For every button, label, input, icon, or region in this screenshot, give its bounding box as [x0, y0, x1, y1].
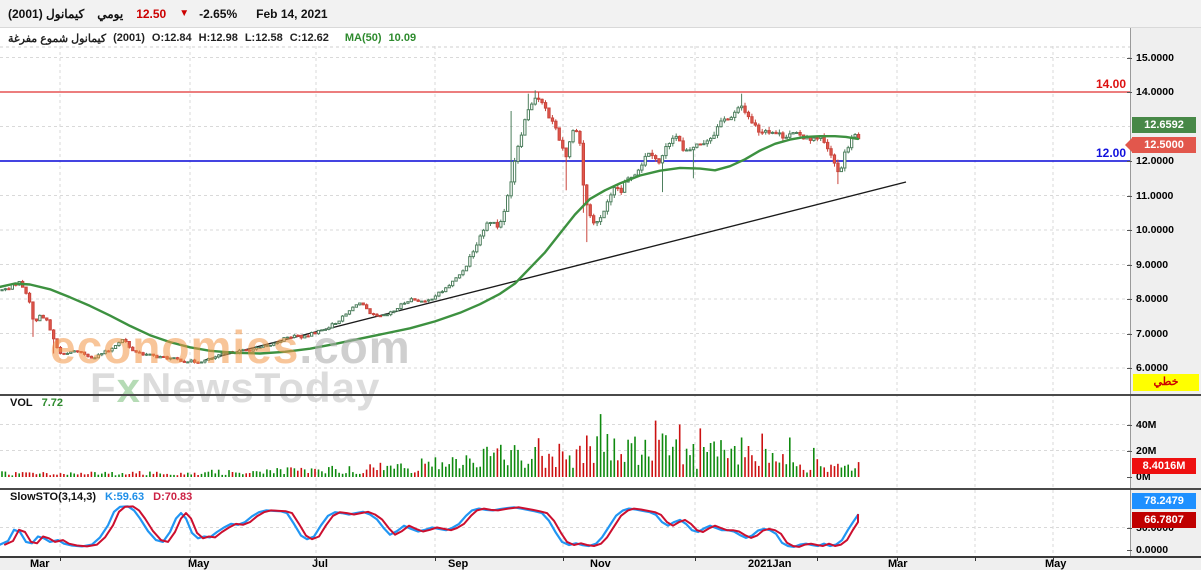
time-axis-month-label: May: [1045, 558, 1067, 570]
price-axis-tick: 9.0000: [1136, 258, 1169, 271]
sto-axis-tickmark: [1127, 550, 1132, 551]
price-volume-separator[interactable]: [0, 394, 1201, 396]
last-price: 12.50: [136, 6, 167, 21]
price-axis-tickmark: [1127, 299, 1132, 300]
price-axis-tickmark: [1127, 230, 1132, 231]
time-axis-tickmark: [817, 557, 818, 561]
time-axis-month-label: Mar: [30, 558, 50, 570]
time-axis-month-label: Mar: [888, 558, 908, 570]
volume-axis-tickmark: [1127, 450, 1132, 452]
price-axis-tick: 11.0000: [1136, 189, 1174, 202]
price-axis-tickmark: [1127, 368, 1132, 369]
sto-k-badge: 78.2479: [1132, 493, 1196, 509]
volume-axis-tickmark: [1127, 476, 1132, 478]
price-axis-tickmark: [1127, 333, 1132, 335]
current-price-badge: 12.5000: [1125, 137, 1196, 153]
quote-date: Feb 14, 2021: [256, 6, 328, 21]
sto-d-badge: 66.7807: [1132, 512, 1196, 528]
time-axis-tickmark: [316, 557, 317, 561]
volume-value: 7.72: [41, 397, 64, 409]
ma-price-badge: 12.6592: [1132, 117, 1196, 133]
price-axis-tickmark: [1127, 92, 1132, 93]
time-axis-tickmark: [975, 557, 976, 561]
time-axis-month-label: May: [188, 558, 210, 570]
sto-axis-tickmark: [1127, 527, 1132, 529]
sto-label: SlowSTO(3,14,3): [10, 491, 96, 503]
time-axis-tickmark: [695, 557, 696, 561]
sto-panel-header: SlowSTO(3,14,3) K:59.63 D:70.83: [10, 491, 201, 503]
volume-axis-tickmark: [1127, 424, 1132, 426]
time-axis-tickmark: [897, 557, 898, 561]
time-axis[interactable]: [0, 556, 1201, 570]
sto-axis-tick: 0.0000: [1136, 544, 1169, 556]
time-axis-month-label: Nov: [590, 558, 611, 570]
price-axis-tick: 10.0000: [1136, 224, 1174, 236]
price-change-percent: -2.65%: [199, 6, 238, 21]
price-axis-tick: 7.0000: [1136, 327, 1169, 340]
sto-k-value: K:59.63: [105, 491, 145, 503]
volume-badge: 8.4016M: [1132, 458, 1196, 474]
time-axis-month-label: Sep: [448, 558, 469, 570]
time-axis-tickmark: [190, 557, 191, 561]
resistance-level-label: 14.00: [1095, 77, 1126, 91]
time-axis-tickmark: [435, 557, 436, 561]
price-chart-canvas[interactable]: [0, 0, 1130, 570]
ma-value: 10.09: [388, 32, 417, 44]
time-axis-month-label: 2021Jan: [748, 558, 792, 570]
time-axis-tickmark: [60, 557, 61, 561]
ohlc-info-row: كيمانول شموع مفرغة (2001) O:12.84 H:12.9…: [8, 31, 423, 45]
time-axis-tickmark: [563, 557, 564, 561]
timeframe-selector[interactable]: يومي: [97, 6, 124, 21]
price-axis-tick: 8.0000: [1136, 293, 1169, 305]
volume-label: VOL: [10, 397, 33, 409]
price-axis-tick: 12.0000: [1136, 155, 1174, 167]
price-axis-tickmark: [1127, 161, 1132, 162]
chart-plot-background: [0, 28, 1130, 557]
volume-axis-tick: 40M: [1136, 418, 1157, 431]
volume-panel-header: VOL 7.72: [10, 397, 72, 409]
support-level-label: 12.00: [1095, 146, 1126, 160]
sto-d-value: D:70.83: [153, 491, 193, 503]
instrument-label: كيمانول شموع مفرغة: [8, 32, 107, 45]
price-axis-tick: 6.0000: [1136, 362, 1169, 374]
toolbar: كيمانول (2001) يومي 12.50 ▼ -2.65% Feb 1…: [0, 0, 1201, 28]
low-value: L:12.58: [244, 32, 283, 44]
open-value: O:12.84: [151, 32, 192, 44]
volume-sto-separator[interactable]: [0, 488, 1201, 490]
price-axis-tickmark: [1127, 195, 1132, 197]
price-axis-tickmark: [1127, 57, 1132, 59]
close-value: C:12.62: [289, 32, 329, 44]
volume-axis-tick: 20M: [1136, 444, 1157, 457]
instrument-code: (2001): [113, 32, 145, 44]
price-axis-tickmark: [1127, 264, 1132, 266]
ma-label: MA(50): [344, 32, 382, 44]
price-down-icon: ▼: [179, 8, 190, 19]
price-axis-tick: 15.0000: [1136, 51, 1174, 64]
high-value: H:12.98: [198, 32, 238, 44]
price-axis-tick: 14.0000: [1136, 86, 1174, 98]
time-axis-tickmark: [1053, 557, 1054, 561]
time-axis-month-label: Jul: [312, 558, 328, 570]
scale-type-badge[interactable]: خطي: [1133, 374, 1199, 391]
symbol-name[interactable]: كيمانول (2001): [8, 6, 85, 21]
